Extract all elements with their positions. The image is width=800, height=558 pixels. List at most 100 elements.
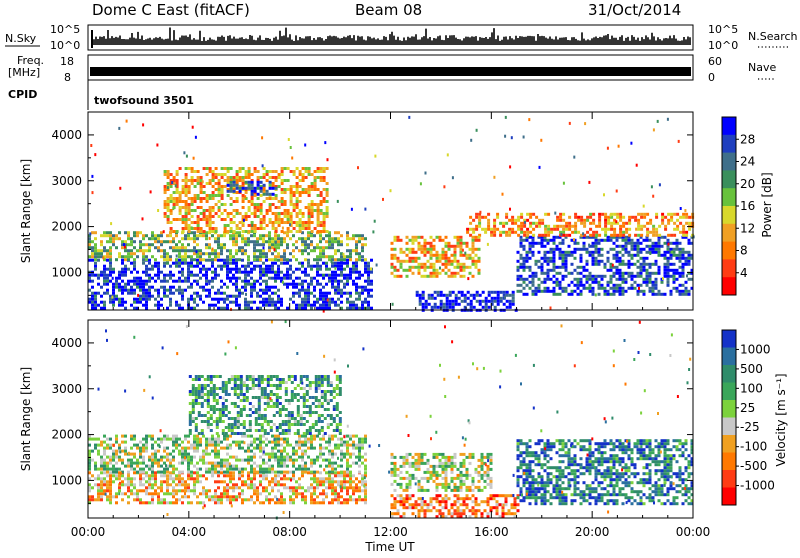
heatmap-cell xyxy=(221,167,224,170)
heatmap-cell xyxy=(538,287,541,290)
heatmap-cell xyxy=(250,283,253,286)
heatmap-cell xyxy=(301,252,304,255)
heatmap-cell xyxy=(247,444,250,447)
heatmap-cell xyxy=(184,237,187,240)
heatmap-cell xyxy=(266,190,269,193)
heatmap-cell xyxy=(148,501,151,504)
heatmap-cell xyxy=(260,212,263,215)
heatmap-cell xyxy=(364,465,367,468)
heatmap-cell xyxy=(238,246,241,249)
heatmap-cell xyxy=(223,474,226,477)
heatmap-cell xyxy=(136,271,139,274)
heatmap-cell xyxy=(454,257,457,260)
heatmap-cell xyxy=(109,271,112,274)
heatmap-cell xyxy=(613,231,616,234)
heatmap-cell xyxy=(682,290,685,293)
heatmap-cell xyxy=(195,390,198,393)
heatmap-cell xyxy=(207,399,210,402)
heatmap-cell xyxy=(580,284,583,287)
heatmap-cell xyxy=(262,249,265,252)
heatmap-cell xyxy=(556,284,559,287)
heatmap-cell xyxy=(130,447,133,450)
heatmap-cell xyxy=(259,301,262,304)
heatmap-cell xyxy=(280,237,283,240)
heatmap-cell xyxy=(157,277,160,280)
heatmap-cell xyxy=(281,167,284,170)
heatmap-cell xyxy=(682,269,685,272)
heatmap-cell xyxy=(157,501,160,504)
heatmap-cell xyxy=(136,249,139,252)
heatmap-cell xyxy=(328,477,331,480)
heatmap-cell xyxy=(292,450,295,453)
heatmap-cell xyxy=(652,290,655,293)
heatmap-cell xyxy=(280,492,283,495)
heatmap-cell xyxy=(142,483,145,486)
heatmap-cell xyxy=(260,176,263,179)
heatmap-cell xyxy=(233,181,236,184)
heatmap-cell xyxy=(275,230,278,233)
heatmap-cell xyxy=(100,249,103,252)
heatmap-cell xyxy=(212,191,215,194)
heatmap-cell xyxy=(364,289,367,292)
heatmap-cell xyxy=(430,248,433,251)
heatmap-cell xyxy=(190,298,193,301)
heatmap-cell xyxy=(343,477,346,480)
heatmap-cell xyxy=(260,181,263,184)
heatmap-cell xyxy=(433,239,436,242)
heatmap-cell xyxy=(151,486,154,489)
heatmap-cell xyxy=(268,246,271,249)
heatmap-cell xyxy=(223,298,226,301)
heatmap-cell xyxy=(316,471,319,474)
heatmap-cell xyxy=(229,486,232,489)
heatmap-cell xyxy=(343,441,346,444)
heatmap-cell xyxy=(598,281,601,284)
heatmap-cell xyxy=(445,272,448,275)
heatmap-cell xyxy=(287,215,290,218)
heatmap-cell xyxy=(358,240,361,243)
heatmap-cell xyxy=(190,283,193,286)
heatmap-cell xyxy=(667,251,670,254)
heatmap-cell xyxy=(281,179,284,182)
heatmap-cell xyxy=(262,255,265,258)
heatmap-cell xyxy=(304,292,307,295)
heatmap-cell xyxy=(205,450,208,453)
heatmap-cell xyxy=(289,265,292,268)
heatmap-cell xyxy=(349,249,352,252)
heatmap-cell xyxy=(268,268,271,271)
heatmap-cell xyxy=(323,170,326,173)
heatmap-cell xyxy=(416,294,419,297)
heatmap-cell xyxy=(302,191,305,194)
heatmap-cell xyxy=(337,471,340,474)
heatmap-cell xyxy=(235,258,238,261)
heatmap-cell xyxy=(323,212,326,215)
heatmap-cell xyxy=(154,280,157,283)
heatmap-cell xyxy=(292,295,295,298)
heatmap-cell xyxy=(94,274,97,277)
heatmap-cell xyxy=(226,262,229,265)
heatmap-cell xyxy=(503,291,506,294)
heatmap-cell xyxy=(175,280,178,283)
heatmap-cell xyxy=(520,231,523,234)
heatmap-cell xyxy=(241,498,244,501)
heatmap-cell xyxy=(198,390,201,393)
heatmap-cell xyxy=(299,179,302,182)
heatmap-cell xyxy=(178,265,181,268)
heatmap-cell xyxy=(190,307,193,310)
heatmap-cell xyxy=(247,307,250,310)
heatmap-cell xyxy=(112,292,115,295)
heatmap-cell xyxy=(184,447,187,450)
heatmap-cell xyxy=(220,286,223,289)
heatmap-cell xyxy=(232,468,235,471)
heatmap-cell xyxy=(280,459,283,462)
heatmap-cell xyxy=(226,471,229,474)
heatmap-cell xyxy=(607,257,610,260)
heatmap-cell xyxy=(94,258,97,261)
heatmap-cell xyxy=(232,237,235,240)
heatmap-cell xyxy=(283,498,286,501)
heatmap-cell xyxy=(250,441,253,444)
heatmap-cell xyxy=(145,265,148,268)
heatmap-cell xyxy=(616,260,619,263)
heatmap-cell xyxy=(280,477,283,480)
heatmap-cell xyxy=(163,289,166,292)
heatmap-cell xyxy=(253,492,256,495)
